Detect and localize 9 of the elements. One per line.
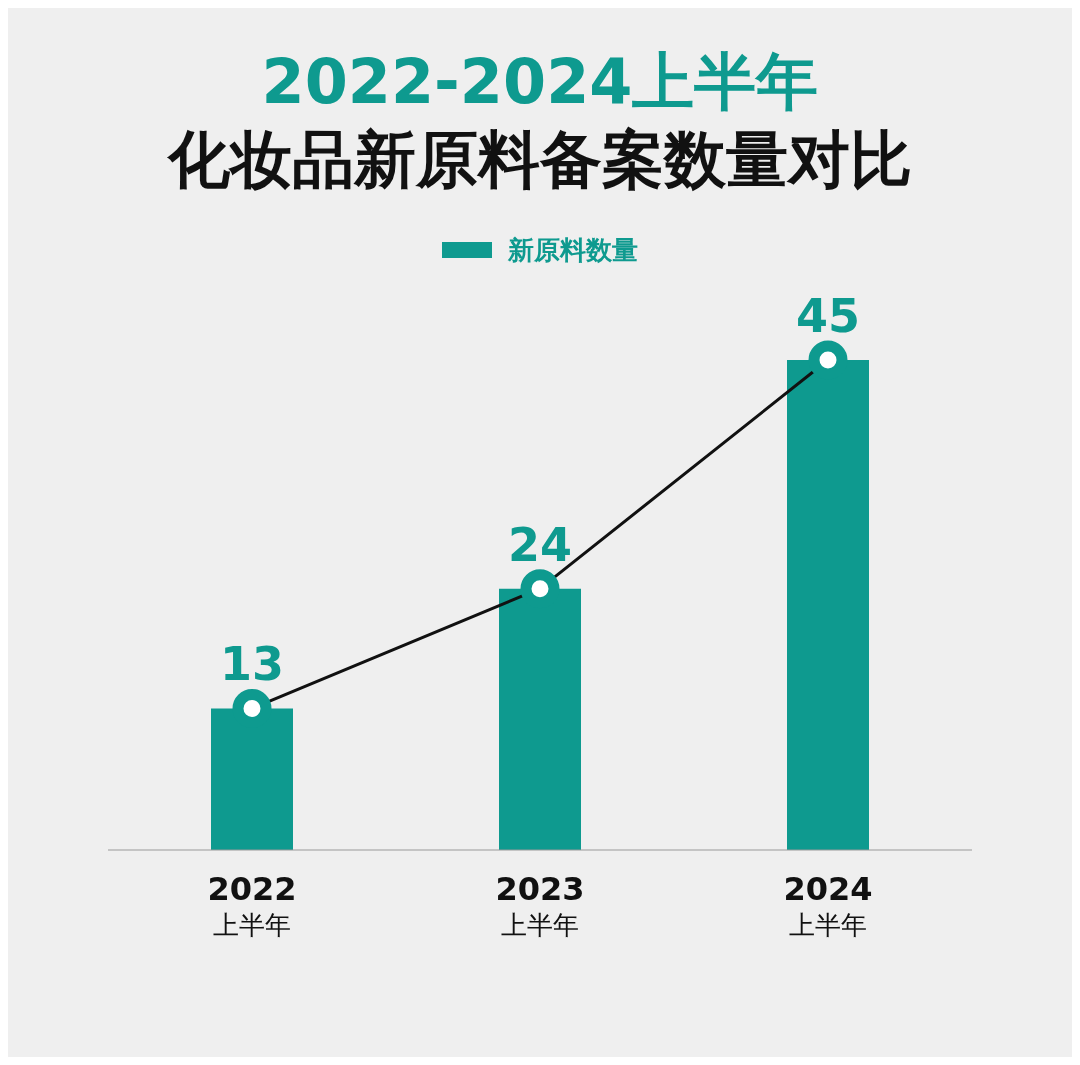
chart-title: 2022-2024上半年 bbox=[260, 44, 820, 120]
data-label: 24 bbox=[507, 517, 573, 572]
x-tick-label: 2023 上半年 bbox=[495, 870, 585, 940]
x-tick-label: 2022 上半年 bbox=[207, 870, 297, 940]
legend-label: 新原料数量 bbox=[508, 233, 638, 267]
data-label: 45 bbox=[795, 289, 861, 343]
x-tick-label: 2024 上半年 bbox=[783, 870, 873, 940]
data-label: 13 bbox=[219, 637, 285, 692]
chart-subtitle: 化妆品新原料备案数量对比 bbox=[166, 122, 913, 198]
